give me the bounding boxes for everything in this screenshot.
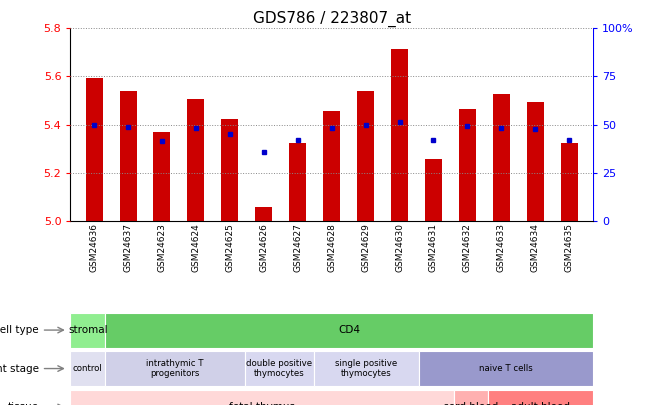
Bar bbox=[527, 102, 544, 221]
Text: single positive
thymocytes: single positive thymocytes bbox=[336, 359, 397, 378]
Bar bbox=[454, 390, 488, 405]
Text: GSM24636: GSM24636 bbox=[90, 223, 98, 272]
Bar bbox=[419, 351, 593, 386]
Bar bbox=[561, 143, 578, 221]
Bar bbox=[119, 91, 137, 221]
Text: GSM24631: GSM24631 bbox=[429, 223, 438, 272]
Text: cell type: cell type bbox=[0, 325, 39, 335]
Bar bbox=[188, 99, 204, 221]
Text: naive T cells: naive T cells bbox=[479, 364, 533, 373]
Text: double positive
thymocytes: double positive thymocytes bbox=[247, 359, 312, 378]
Text: GSM24635: GSM24635 bbox=[565, 223, 574, 272]
Text: stromal: stromal bbox=[68, 325, 108, 335]
Text: GSM24628: GSM24628 bbox=[327, 223, 336, 272]
Text: GSM24627: GSM24627 bbox=[293, 223, 302, 272]
Text: GSM24632: GSM24632 bbox=[463, 223, 472, 272]
Bar bbox=[391, 49, 408, 221]
Bar bbox=[245, 351, 314, 386]
Text: development stage: development stage bbox=[0, 364, 39, 373]
Bar bbox=[493, 94, 510, 221]
Text: GSM24625: GSM24625 bbox=[225, 223, 234, 272]
Text: fetal thymus: fetal thymus bbox=[229, 402, 295, 405]
Bar bbox=[86, 78, 103, 221]
Text: GSM24633: GSM24633 bbox=[497, 223, 506, 272]
Bar bbox=[70, 351, 105, 386]
Bar bbox=[459, 109, 476, 221]
Bar bbox=[425, 160, 442, 221]
Text: GSM24624: GSM24624 bbox=[192, 223, 200, 271]
Text: GSM24637: GSM24637 bbox=[123, 223, 133, 272]
Text: control: control bbox=[73, 364, 103, 373]
Bar bbox=[70, 390, 454, 405]
Bar bbox=[488, 390, 593, 405]
Text: cord blood: cord blood bbox=[444, 402, 498, 405]
Text: intrathymic T
progenitors: intrathymic T progenitors bbox=[146, 359, 204, 378]
Bar bbox=[323, 111, 340, 221]
Bar bbox=[289, 143, 306, 221]
Text: tissue: tissue bbox=[8, 402, 39, 405]
Text: CD4: CD4 bbox=[338, 325, 360, 335]
Bar bbox=[221, 119, 239, 221]
Text: GSM24630: GSM24630 bbox=[395, 223, 404, 272]
Title: GDS786 / 223807_at: GDS786 / 223807_at bbox=[253, 11, 411, 27]
Text: adult blood: adult blood bbox=[511, 402, 570, 405]
Bar bbox=[105, 351, 245, 386]
Bar bbox=[314, 351, 419, 386]
Text: GSM24626: GSM24626 bbox=[259, 223, 268, 272]
Bar bbox=[255, 207, 272, 221]
Text: GSM24629: GSM24629 bbox=[361, 223, 370, 272]
Text: GSM24634: GSM24634 bbox=[531, 223, 540, 272]
Bar bbox=[357, 91, 374, 221]
Bar bbox=[153, 132, 170, 221]
Text: GSM24623: GSM24623 bbox=[157, 223, 166, 272]
Bar bbox=[70, 313, 105, 347]
